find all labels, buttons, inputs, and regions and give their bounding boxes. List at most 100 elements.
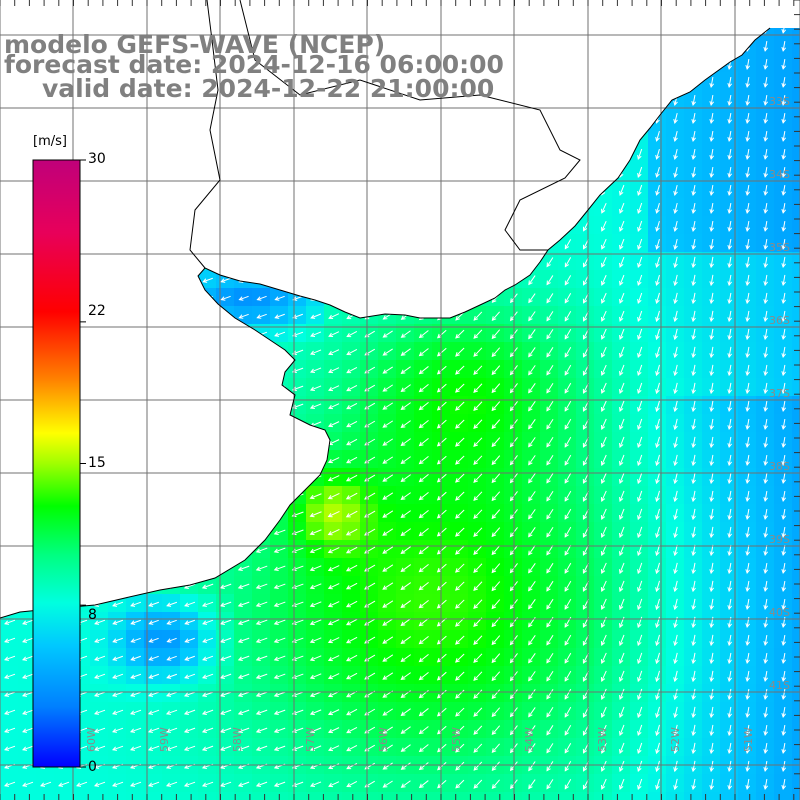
field-cell [288, 540, 307, 559]
field-cell [288, 774, 307, 793]
wind-arrow [436, 365, 447, 375]
wind-arrow [4, 691, 16, 697]
field-cell [684, 450, 703, 469]
wind-arrow [673, 418, 678, 431]
wind-arrow [709, 436, 714, 449]
wind-arrow [345, 564, 358, 572]
field-cell [504, 774, 523, 793]
wind-arrow [292, 295, 303, 301]
wind-arrow [546, 490, 554, 502]
wind-arrow [455, 401, 465, 411]
field-cell [738, 432, 757, 451]
wind-arrow [310, 313, 322, 319]
wind-arrow [382, 600, 394, 608]
wind-arrow [763, 580, 769, 593]
field-cell [450, 522, 469, 541]
wind-arrow [418, 653, 429, 663]
wind-arrow [473, 725, 483, 735]
field-cell [720, 720, 739, 739]
field-cell [468, 684, 487, 703]
wind-arrow [745, 238, 751, 250]
field-cell [576, 270, 595, 289]
wind-arrow [328, 403, 340, 410]
field-cell [720, 558, 739, 577]
field-cell [558, 234, 577, 253]
wind-arrow [455, 563, 465, 573]
wind-arrow [618, 652, 625, 665]
wind-arrow [491, 401, 501, 412]
field-cell [702, 522, 721, 541]
field-cell [450, 540, 469, 559]
field-cell [396, 540, 415, 559]
field-cell [702, 738, 721, 757]
wind-arrow [436, 491, 447, 501]
field-cell [216, 648, 235, 667]
field-cell [0, 738, 19, 757]
field-cell [540, 612, 559, 631]
field-cell [306, 324, 325, 343]
field-cell [486, 360, 505, 379]
field-cell [612, 306, 631, 325]
field-cell [720, 522, 739, 541]
field-cell [540, 522, 559, 541]
field-cell [648, 162, 667, 181]
field-cell [630, 684, 649, 703]
wind-arrow [727, 706, 732, 719]
field-cell [540, 630, 559, 649]
field-cell [504, 594, 523, 613]
field-cell [666, 180, 685, 199]
field-cell [180, 774, 199, 793]
wind-arrow [763, 239, 769, 250]
field-cell [468, 324, 487, 343]
colorbar-unit-label: [m/s] [33, 134, 67, 149]
field-cell [396, 612, 415, 631]
field-cell [396, 666, 415, 685]
field-cell [792, 666, 800, 685]
field-cell [756, 72, 775, 91]
field-cell [684, 702, 703, 721]
wind-arrow [618, 580, 625, 593]
field-cell [702, 342, 721, 361]
field-cell [738, 630, 757, 649]
field-cell [396, 684, 415, 703]
wind-arrow [94, 727, 106, 733]
field-cell [0, 648, 19, 667]
wind-arrow [22, 709, 34, 715]
field-cell [774, 360, 793, 379]
field-cell [324, 612, 343, 631]
wind-arrow [691, 598, 696, 611]
field-cell [450, 666, 469, 685]
field-cell [684, 324, 703, 343]
field-cell [630, 720, 649, 739]
wind-arrow [637, 670, 643, 683]
field-cell [774, 720, 793, 739]
field-cell [162, 648, 181, 667]
field-cell [360, 522, 379, 541]
colorbar-label-8: 8 [88, 607, 97, 623]
wind-arrow [328, 331, 340, 338]
wind-arrow [673, 436, 678, 449]
field-cell [792, 54, 800, 73]
field-cell [504, 648, 523, 667]
field-cell [594, 540, 613, 559]
wind-arrow [255, 583, 268, 590]
field-cell [774, 144, 793, 163]
wind-arrow [655, 724, 660, 737]
wind-arrow [491, 563, 501, 574]
field-cell [738, 558, 757, 577]
longitude-label: 59W [158, 727, 171, 752]
wind-arrow [418, 635, 429, 645]
wind-arrow [273, 529, 286, 536]
wind-arrow [619, 346, 625, 358]
wind-arrow [763, 256, 768, 269]
field-cell [126, 774, 145, 793]
wind-arrow [727, 346, 732, 359]
field-cell [666, 324, 685, 343]
field-cell [414, 576, 433, 595]
field-cell [630, 504, 649, 523]
field-cell [648, 252, 667, 271]
field-cell [378, 450, 397, 469]
wind-arrow [473, 329, 483, 339]
field-cell [234, 666, 253, 685]
field-cell [702, 216, 721, 235]
